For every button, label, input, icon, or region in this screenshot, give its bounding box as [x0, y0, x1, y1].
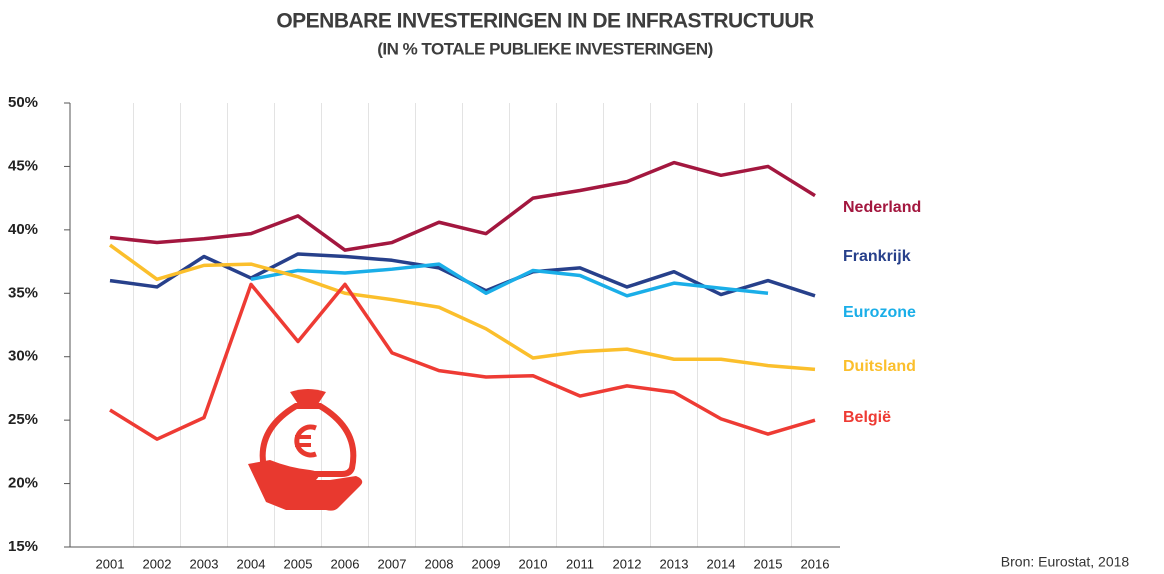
x-tick-label: 2011	[566, 556, 594, 571]
y-tick-label: 20%	[8, 475, 38, 492]
x-tick-label: 2013	[660, 556, 689, 571]
money-icon	[248, 389, 363, 511]
x-tick-label: 2012	[613, 556, 642, 571]
x-tick-label: 2002	[143, 556, 172, 571]
x-tick-label: 2005	[284, 556, 313, 571]
series-line	[109, 160, 816, 252]
x-tick-label: 2001	[96, 556, 125, 571]
y-tick-label: 30%	[8, 348, 38, 365]
x-tick-label: 2010	[519, 556, 548, 571]
x-tick-label: 2006	[331, 556, 360, 571]
series-line	[108, 243, 816, 372]
x-tick-label: 2008	[425, 556, 454, 571]
series-label: België	[843, 409, 891, 426]
x-tick-label: 2004	[237, 556, 266, 571]
series-line	[250, 262, 769, 298]
y-tick-label: 15%	[8, 538, 38, 555]
chart-subtitle: (IN % TOTALE PUBLIEKE INVESTERINGEN)	[377, 39, 713, 58]
y-tick-label: 45%	[8, 157, 38, 174]
y-tick-label: 35%	[8, 284, 38, 301]
x-tick-label: 2007	[378, 556, 407, 571]
x-tick-label: 2009	[472, 556, 501, 571]
x-tick-label: 2015	[754, 556, 783, 571]
x-tick-label: 2016	[801, 556, 830, 571]
series-label: Eurozone	[843, 304, 916, 321]
x-tick-label: 2014	[707, 556, 736, 571]
y-tick-label: 25%	[8, 411, 38, 428]
series-label: Nederland	[843, 199, 921, 216]
y-tick-label: 50%	[8, 94, 38, 111]
source: Bron: Eurostat, 2018	[1001, 554, 1130, 570]
y-tick-label: 40%	[8, 221, 38, 238]
series-label: Duitsland	[843, 358, 916, 375]
series-label: Frankrijk	[843, 248, 911, 265]
x-tick-label: 2003	[190, 556, 219, 571]
chart-title: OPENBARE INVESTERINGEN IN DE INFRASTRUCT…	[276, 10, 814, 33]
series-line	[109, 282, 816, 441]
